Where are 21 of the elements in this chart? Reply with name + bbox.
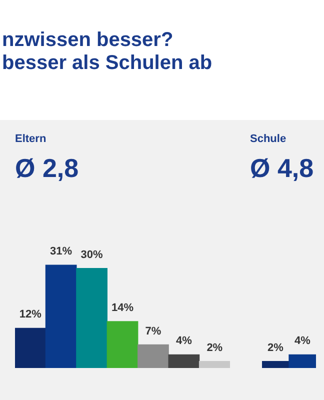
data-label: 4% [294,335,311,348]
data-label: 12% [19,308,42,321]
chart-subtitle: Schule [250,133,286,145]
data-label: 2% [206,342,223,354]
data-label: 30% [80,248,104,261]
data-label: 2% [268,342,284,354]
bar [138,344,169,368]
bar [15,328,46,368]
bar [106,321,138,368]
data-label: 7% [145,325,162,338]
bar [76,268,108,368]
text: Ø 2,8 [15,153,79,184]
text: Ø 4,8 [250,153,314,184]
bar [168,354,200,368]
data-label: 31% [50,246,72,258]
data-label: 14% [111,302,134,314]
chart-subtitle: Eltern [15,133,46,145]
bar [45,264,77,368]
chart-title: nzwissen besser? besser als Schulen ab [2,29,212,75]
data-label: 4% [176,335,192,348]
bar [198,361,230,368]
